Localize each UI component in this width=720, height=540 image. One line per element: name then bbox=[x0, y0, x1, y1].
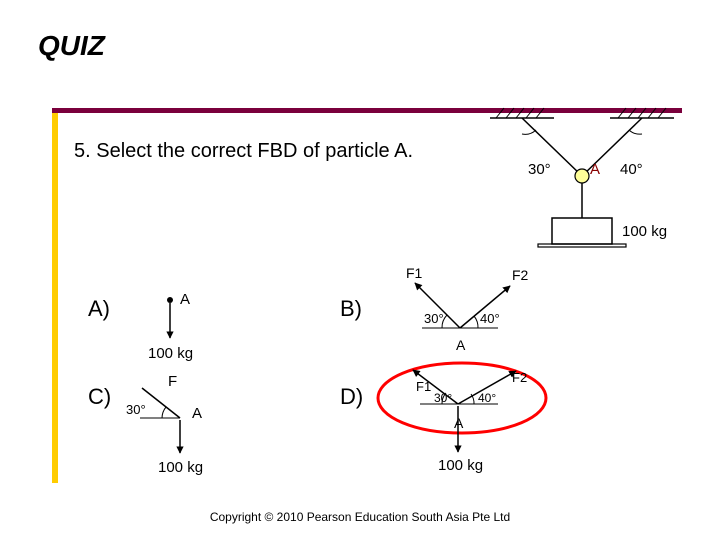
opt-d-f1: F1 bbox=[416, 379, 431, 394]
opt-d-angle-left: 30° bbox=[434, 391, 452, 405]
opt-b-angle-left: 30° bbox=[424, 311, 444, 326]
problem-diagram: 30° 40° A 100 kg bbox=[490, 108, 674, 247]
problem-weight: 100 kg bbox=[622, 223, 667, 240]
opt-c-point: A bbox=[192, 405, 202, 422]
option-c-diagram: F 30° A 100 kg bbox=[126, 373, 203, 476]
opt-b-point: A bbox=[456, 337, 466, 353]
opt-c-f: F bbox=[168, 373, 177, 390]
diagram-stage: 30° 40° A 100 kg A 100 kg F1 F2 30° 40° … bbox=[0, 0, 720, 540]
opt-b-f1: F1 bbox=[406, 265, 423, 281]
problem-angle-left: 30° bbox=[528, 161, 551, 178]
opt-b-f2: F2 bbox=[512, 267, 529, 283]
option-b-diagram: F1 F2 30° 40° A bbox=[406, 265, 529, 353]
problem-point-label: A bbox=[590, 161, 600, 178]
opt-a-weight: 100 kg bbox=[148, 345, 193, 362]
opt-d-f2: F2 bbox=[512, 370, 527, 385]
opt-a-point: A bbox=[180, 291, 190, 308]
option-a-diagram: A 100 kg bbox=[148, 291, 193, 362]
opt-c-weight: 100 kg bbox=[158, 459, 203, 476]
problem-angle-right: 40° bbox=[620, 161, 643, 178]
option-d-diagram: F1 F2 30° 40° A 100 kg bbox=[378, 363, 546, 474]
copyright-footer: Copyright © 2010 Pearson Education South… bbox=[0, 510, 720, 524]
opt-d-weight: 100 kg bbox=[438, 457, 483, 474]
opt-d-angle-right: 40° bbox=[478, 391, 496, 405]
opt-d-point: A bbox=[454, 415, 464, 431]
opt-b-angle-right: 40° bbox=[480, 311, 500, 326]
opt-c-angle: 30° bbox=[126, 402, 146, 417]
